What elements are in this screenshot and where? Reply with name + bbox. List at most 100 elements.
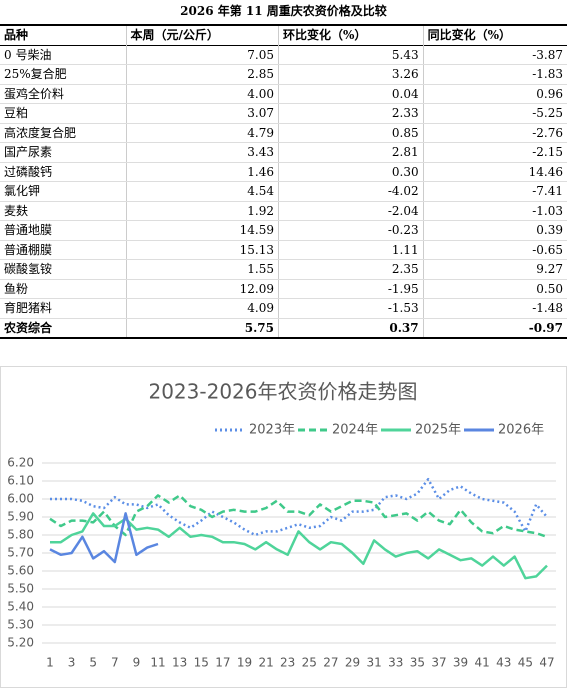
legend-label: 2023年 [249, 423, 295, 438]
y-tick-label: 5.50 [7, 582, 34, 596]
table-cell: 蛋鸡全价料 [0, 84, 127, 104]
table-cell: 0.04 [277, 84, 424, 104]
x-tick-label: 47 [539, 656, 554, 670]
table-row: 国产尿素 3.43 2.81 -2.15 [0, 142, 567, 163]
table-cell: -1.95 [277, 279, 424, 299]
table-cell: 7.05 [125, 45, 279, 65]
y-tick-label: 6.10 [7, 474, 34, 488]
x-tick-label: 29 [345, 656, 360, 670]
table-cell: 碳酸氢铵 [0, 259, 127, 280]
header-cell: 品种 [4, 28, 29, 43]
x-tick-label: 3 [68, 656, 76, 670]
table-cell: 2.85 [125, 64, 279, 85]
table-cell: 0.37 [277, 318, 424, 339]
table-row: 鱼粉 12.09 -1.95 0.50 [0, 279, 567, 299]
y-tick-label: 5.40 [7, 600, 34, 614]
table-cell: -1.83 [422, 64, 567, 85]
table-cell: 0.30 [277, 162, 424, 182]
chart: 2023-2026年农资价格走势图 5.20 5.30 5.40 5.50 5.60 5.… [0, 366, 567, 688]
legend-label: 2024年 [332, 423, 378, 438]
table-cell: 5.75 [125, 318, 279, 339]
table-cell: -2.04 [277, 201, 424, 221]
x-tick-label: 23 [280, 656, 295, 670]
table-cell: 15.13 [125, 240, 279, 260]
x-tick-label: 9 [133, 656, 141, 670]
table-row: 普通棚膜 15.13 1.11 -0.65 [0, 240, 567, 260]
y-tick-label: 5.30 [7, 618, 34, 632]
x-tick-label: 39 [453, 656, 468, 670]
table-cell: 4.79 [125, 123, 279, 143]
table-row: 25%复合肥 2.85 3.26 -1.83 [0, 64, 567, 85]
x-tick-label: 43 [496, 656, 511, 670]
header-cell: 同比变化（%） [422, 25, 567, 45]
x-tick-label: 7 [111, 656, 119, 670]
x-tick-label: 21 [258, 656, 273, 670]
table-cell: 1.11 [277, 240, 424, 260]
table-row: 麦麸 1.92 -2.04 -1.03 [0, 201, 567, 221]
table-cell: 2.35 [277, 259, 424, 280]
table-cell: 高浓度复合肥 [0, 123, 127, 143]
x-tick-label: 41 [475, 656, 490, 670]
table-row: 育肥猪料 4.09 -1.53 -1.48 [0, 298, 567, 319]
table-cell: 1.92 [125, 201, 279, 221]
x-tick-label: 33 [388, 656, 403, 670]
table-title: 2026 年第 11 周重庆农资价格及比较 [180, 4, 387, 18]
table-cell: -1.03 [422, 201, 567, 221]
x-tick-label: 35 [410, 656, 425, 670]
table-body: 0 号柴油 7.05 5.43 -3.87 25%复合肥 2.85 3.26 -1.83 蛋鸡全… [0, 45, 567, 339]
legend-label: 2026年 [498, 423, 544, 438]
table-row: 过磷酸钙 1.46 0.30 14.46 [0, 162, 567, 182]
x-tick-label: 5 [89, 656, 97, 670]
table-cell: 0.85 [277, 123, 424, 143]
table-cell: 25%复合肥 [0, 64, 127, 85]
x-tick-label: 13 [172, 656, 187, 670]
table-cell: 14.46 [422, 162, 567, 182]
table-cell: -0.65 [422, 240, 567, 260]
table-cell: 普通棚膜 [0, 240, 127, 260]
table-cell: -3.87 [422, 45, 567, 65]
header-row: 品种 本周（元/公斤） 环比变化（%） 同比变化（%） [0, 25, 567, 45]
table-cell: 14.59 [125, 220, 279, 241]
table-cell: -5.25 [422, 103, 567, 124]
table-cell: 普通地膜 [0, 220, 127, 241]
table-cell: 3.07 [125, 103, 279, 124]
x-tick-label: 25 [302, 656, 317, 670]
table-cell: 麦麸 [0, 201, 127, 221]
table-row: 0 号柴油 7.05 5.43 -3.87 [0, 45, 567, 65]
x-tick-label: 37 [431, 656, 446, 670]
table-cell: 鱼粉 [0, 279, 127, 299]
table-cell: -1.53 [277, 298, 424, 319]
series-line [49, 494, 548, 538]
table-cell: 3.43 [125, 142, 279, 163]
table-cell: -0.23 [277, 220, 424, 241]
table-cell: 9.27 [422, 259, 567, 280]
x-tick-label: 1 [46, 656, 54, 670]
table-cell: 过磷酸钙 [0, 162, 127, 182]
series-line [50, 512, 548, 580]
table-cell: -1.48 [422, 298, 567, 319]
table-cell: -2.76 [422, 123, 567, 143]
header-cell: 本周（元/公斤） [125, 25, 279, 45]
table-cell: 5.43 [277, 45, 424, 65]
x-tick-label: 19 [237, 656, 252, 670]
table-row: 碳酸氢铵 1.55 2.35 9.27 [0, 259, 567, 280]
table-cell: -7.41 [422, 181, 567, 202]
table-row: 普通地膜 14.59 -0.23 0.39 [0, 220, 567, 241]
table-cell: 0 号柴油 [0, 45, 127, 65]
table-cell: 2.33 [277, 103, 424, 124]
y-tick-label: 5.70 [7, 546, 34, 560]
table-cell: 0.39 [422, 220, 567, 241]
table-cell: 12.09 [125, 279, 279, 299]
table-cell: 国产尿素 [0, 142, 127, 163]
table-cell: -2.15 [422, 142, 567, 163]
x-tick-label: 45 [518, 656, 533, 670]
y-tick-label: 5.20 [7, 636, 34, 650]
header-cell: 环比变化（%） [277, 25, 424, 45]
table-cell: 农资综合 [0, 318, 127, 339]
x-tick-label: 15 [194, 656, 209, 670]
table-cell: -4.02 [277, 181, 424, 202]
y-tick-label: 5.90 [7, 510, 34, 524]
chart-title: 2023-2026年农资价格走势图 [148, 380, 417, 404]
y-tick-label: 6.20 [7, 456, 34, 470]
